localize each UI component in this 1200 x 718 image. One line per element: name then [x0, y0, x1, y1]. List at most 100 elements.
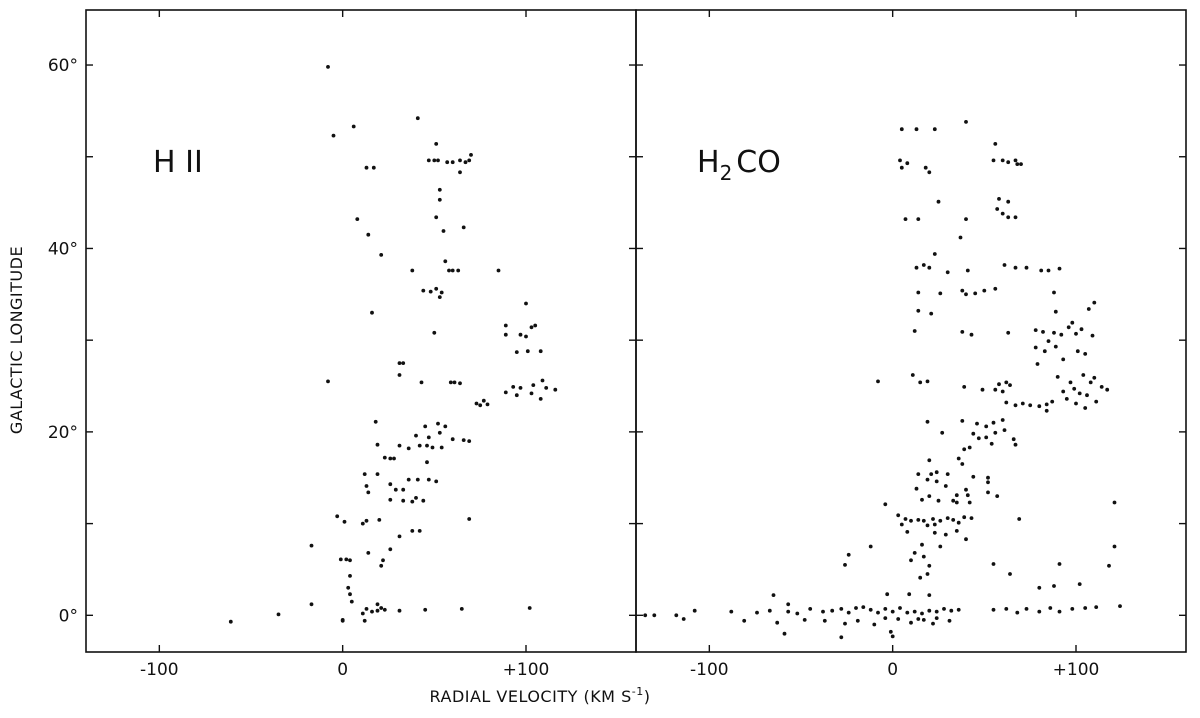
data-point: [381, 558, 385, 563]
data-point: [923, 165, 928, 170]
data-point: [340, 618, 345, 622]
data-point: [984, 424, 989, 429]
x-tick-label: +100: [503, 660, 550, 680]
data-point: [525, 349, 530, 354]
data-point: [467, 439, 472, 443]
data-point: [344, 557, 349, 562]
data-point: [375, 442, 380, 447]
data-point: [936, 498, 941, 503]
data-point: [916, 472, 921, 476]
data-point: [1112, 500, 1117, 505]
data-point: [443, 424, 448, 429]
data-point: [1015, 162, 1020, 167]
data-point: [1072, 386, 1077, 391]
data-point: [920, 497, 924, 502]
data-point: [821, 609, 825, 614]
data-point: [896, 513, 901, 518]
data-point: [1042, 349, 1047, 354]
data-point: [947, 618, 952, 623]
data-point: [980, 387, 985, 392]
data-point: [899, 165, 904, 170]
data-point: [907, 592, 912, 597]
data-point: [1079, 327, 1084, 332]
data-point: [986, 490, 990, 495]
data-point: [965, 493, 970, 498]
panel-h2co-frame: [635, 9, 1187, 653]
data-point: [1046, 268, 1051, 273]
data-point: [971, 431, 976, 436]
data-point: [876, 610, 880, 615]
data-point: [373, 419, 378, 424]
data-point: [461, 438, 466, 442]
data-point: [969, 332, 974, 337]
data-point: [461, 225, 466, 230]
data-point: [529, 325, 534, 330]
data-point: [876, 379, 880, 384]
data-point: [362, 472, 367, 476]
data-point: [802, 618, 807, 622]
panel-h2co-label: H2 CO: [697, 145, 781, 185]
data-point: [808, 607, 813, 611]
data-point: [437, 197, 442, 202]
y-axis-title: GALACTIC LONGITUDE: [7, 246, 26, 434]
data-point: [428, 289, 433, 294]
data-point: [912, 329, 917, 333]
data-point: [1017, 517, 1022, 521]
x-tick-label: 0: [887, 660, 898, 680]
data-point: [538, 397, 543, 401]
data-point: [991, 420, 996, 425]
data-point: [439, 445, 444, 450]
data-point: [432, 330, 437, 335]
data-point: [1028, 403, 1033, 408]
data-point: [514, 350, 519, 354]
data-point: [767, 608, 772, 613]
data-point: [1000, 211, 1005, 216]
data-point: [426, 158, 431, 163]
data-point: [1081, 373, 1086, 377]
data-point: [1086, 307, 1091, 311]
data-point: [1048, 606, 1053, 610]
data-point: [925, 477, 930, 482]
data-point: [954, 493, 959, 498]
data-point: [448, 380, 453, 385]
data-point: [1059, 332, 1064, 337]
data-point: [436, 158, 440, 163]
data-point: [976, 436, 981, 441]
data-point: [975, 421, 979, 426]
data-point: [964, 217, 968, 222]
data-point: [397, 608, 402, 613]
data-point: [1019, 162, 1023, 167]
data-point: [1013, 403, 1018, 408]
data-point: [914, 265, 919, 270]
data-point: [1004, 400, 1009, 405]
data-point: [1061, 357, 1066, 362]
data-point: [997, 197, 1001, 201]
data-point: [1004, 380, 1009, 385]
data-point: [962, 385, 967, 389]
data-point: [830, 608, 835, 613]
data-point: [1083, 352, 1088, 356]
data-point: [1094, 399, 1099, 404]
data-point: [1013, 215, 1018, 220]
data-point: [335, 514, 340, 519]
data-point: [366, 551, 371, 555]
data-point: [943, 484, 948, 488]
data-point: [956, 607, 961, 612]
data-point: [360, 611, 365, 616]
data-point: [925, 379, 930, 384]
data-point: [674, 613, 679, 618]
data-point: [951, 518, 956, 522]
data-point: [969, 516, 974, 520]
data-point: [839, 635, 844, 640]
data-point: [861, 605, 866, 609]
data-point: [905, 610, 910, 615]
data-point: [1039, 268, 1044, 273]
data-point: [898, 606, 902, 610]
data-point: [469, 153, 473, 157]
data-point: [993, 430, 998, 435]
data-point: [1105, 387, 1110, 392]
data-point: [909, 620, 913, 625]
data-point: [692, 608, 697, 613]
data-point: [912, 609, 917, 614]
data-point: [450, 160, 455, 165]
